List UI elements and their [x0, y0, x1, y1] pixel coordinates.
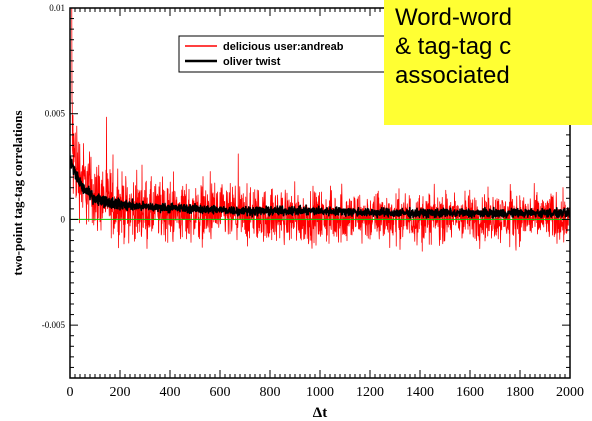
callout-line-3: associated [395, 62, 510, 89]
series-layer [70, 8, 570, 252]
series-line-delicious [71, 8, 570, 252]
y-tick-label: 0.005 [45, 109, 66, 119]
x-tick-label: 400 [160, 385, 181, 400]
y-axis-title: two-point tag-tag correlations [10, 110, 25, 275]
y-tick-label: 0.01 [49, 3, 65, 13]
x-tick-label: 800 [260, 385, 281, 400]
x-tick-label: 2000 [556, 385, 584, 400]
x-tick-label: 1400 [406, 385, 434, 400]
legend-label-delicious: delicious user:andreab [223, 41, 344, 53]
x-tick-label: 1600 [456, 385, 484, 400]
x-tick-label: 1800 [506, 385, 534, 400]
x-axis-title: Δt [313, 405, 327, 421]
x-tick-label: 600 [210, 385, 231, 400]
callout-line-2: & tag-tag c [395, 33, 512, 60]
x-tick-label: 0 [67, 385, 74, 400]
y-tick-label: 0 [61, 214, 66, 224]
x-tick-label: 1200 [356, 385, 384, 400]
y-tick-label: -0.005 [42, 320, 66, 330]
callout-line-1: Word-word [395, 4, 512, 31]
callout-box: Word-word & tag-tag c associated [384, 0, 592, 125]
x-tick-label: 1000 [306, 385, 334, 400]
x-tick-label: 200 [110, 385, 131, 400]
legend-label-oliver-twist: oliver twist [223, 56, 281, 68]
series-line-oliver-twist [70, 156, 570, 219]
legend: delicious user:andreab oliver twist [178, 35, 394, 73]
legend-box [178, 35, 394, 73]
